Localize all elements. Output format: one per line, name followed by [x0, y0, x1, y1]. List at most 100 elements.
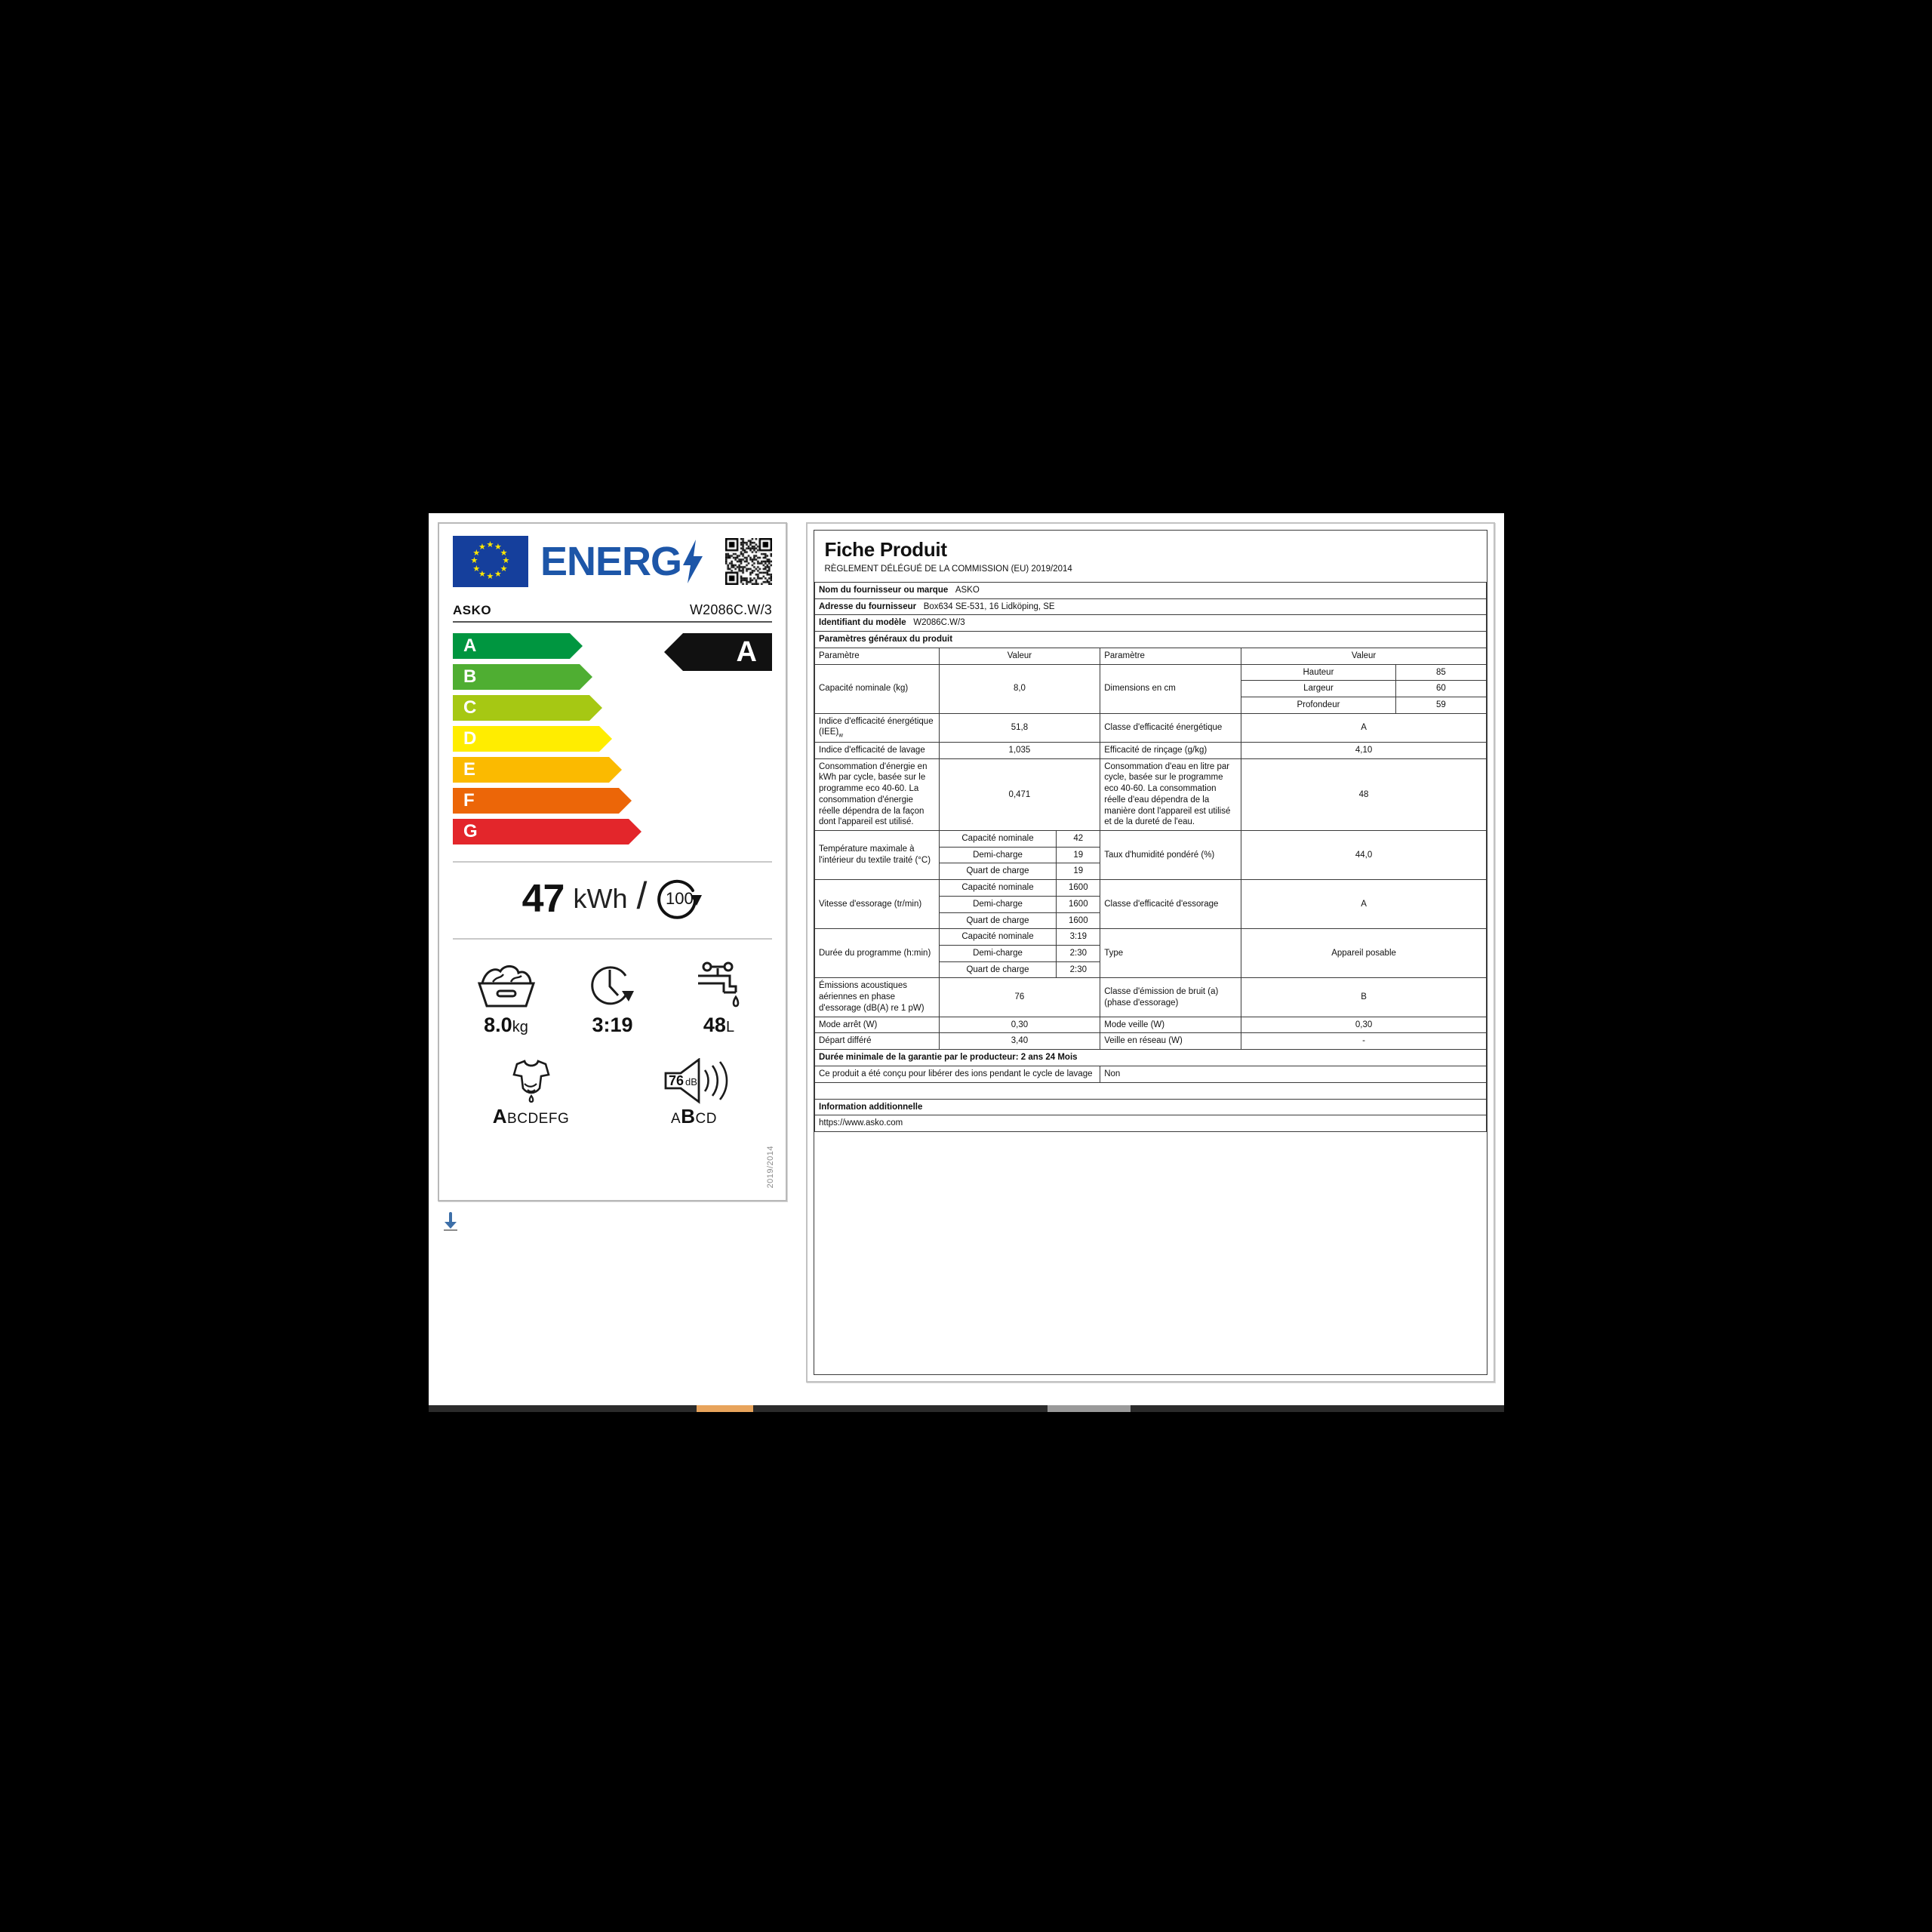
temperature-quarter-row: Quart de charge 19: [815, 863, 1487, 881]
duration-full-value: 3:19: [1056, 928, 1101, 946]
energy-class-label: Classe d'efficacité énergétique: [1100, 712, 1242, 743]
water-pictogram: 48L: [674, 953, 764, 1037]
energy-class-bar-f: F: [453, 788, 632, 814]
brand-model-line: ASKO W2086C.W/3: [453, 602, 772, 623]
supplier-row: Nom du fournisseur ou marque ASKO: [814, 581, 1487, 599]
noise-class-pictogram: 76 dB ABCD: [649, 1049, 740, 1128]
duration-full-row: Durée du programme (h:min) Capacité nomi…: [814, 928, 1487, 979]
noise-label: Émissions acoustiques aériennes en phase…: [814, 977, 940, 1017]
pictogram-row: 8.0kg 3:19: [453, 953, 772, 1037]
eu-star: ★: [494, 542, 502, 552]
empty-cell: [814, 1081, 1487, 1100]
load-half-label: Demi-charge: [938, 846, 1057, 864]
capacity-dimensions-row: Capacité nominale (kg) 8,0 Dimensions en…: [814, 663, 1487, 714]
ions-label: Ce produit a été conçu pour libérer des …: [814, 1065, 1101, 1083]
water-tap-icon: [674, 953, 764, 1009]
qr-code-icon: [725, 538, 772, 585]
speaker-icon: 76 dB: [649, 1049, 740, 1105]
eu-star: ★: [470, 556, 478, 565]
model-identifier: W2086C.W/3: [689, 602, 772, 617]
capacity-unit: kg: [512, 1019, 528, 1035]
address-value: Box634 SE-531, 16 Lidköping, SE: [923, 601, 1055, 611]
warranty-text: Durée minimale de la garantie par le pro…: [814, 1049, 1487, 1066]
delay-start-value: 3,40: [938, 1032, 1101, 1051]
tshirt-drip-icon: [486, 1049, 577, 1105]
spin-full-value: 1600: [1056, 879, 1101, 897]
regulation-subtitle: RÈGLEMENT DÉLÉGUÉ DE LA COMMISSION (EU) …: [824, 565, 1072, 574]
type-value: Appareil posable: [1241, 928, 1487, 979]
off-mode-label: Mode arrêt (W): [814, 1016, 940, 1034]
spin-class-rest: BCDEFG: [507, 1111, 570, 1127]
brand-name: ASKO: [453, 603, 492, 617]
eu-star: ★: [486, 540, 494, 549]
noise-class-label: Classe d'émission de bruit (a) (phase d'…: [1100, 977, 1242, 1017]
download-icon[interactable]: [441, 1212, 460, 1232]
section-general-label: Paramètres généraux du produit: [814, 631, 1487, 648]
spin-class-value: A: [1241, 879, 1487, 930]
type-label: Type: [1100, 928, 1242, 979]
temperature-full-row: Température maximale à l'intérieur du te…: [814, 830, 1487, 881]
energy-class-letter-e: E: [463, 759, 476, 780]
additional-info-label: Information additionnelle: [814, 1098, 1487, 1116]
temperature-quarter-value: 19: [1056, 863, 1101, 881]
class-pictogram-row: ABCDEFG 76 dB: [453, 1049, 772, 1128]
website-url[interactable]: https://www.asko.com: [814, 1115, 1487, 1132]
spin-class-scale: ABCDEFG: [486, 1105, 577, 1128]
noise-row: Émissions acoustiques aériennes en phase…: [814, 977, 1487, 1017]
divider-top: [453, 861, 772, 863]
supplier-value: ASKO: [955, 585, 980, 595]
dimensions-label: Dimensions en cm: [1100, 663, 1242, 714]
load-full-label-spin: Capacité nominale: [938, 879, 1057, 897]
temperature-label: Température maximale à l'intérieur du te…: [814, 830, 940, 881]
wash-index-label: Indice d'efficacité de lavage: [814, 741, 940, 759]
duration-pictogram: 3:19: [568, 953, 658, 1037]
dim-width-value: 60: [1395, 680, 1487, 698]
energy-consumption-value: 0,471: [938, 758, 1101, 832]
spin-class-label: Classe d'efficacité d'essorage: [1100, 879, 1242, 930]
energy-class-letter-d: D: [463, 728, 477, 749]
window-bottom-edge: [429, 1405, 1504, 1412]
supplier-label: Nom du fournisseur ou marque: [819, 585, 949, 595]
dim-height-value: 85: [1395, 663, 1487, 681]
address-row: Adresse du fournisseur Box634 SE-531, 16…: [814, 598, 1487, 616]
noise-db-value: 76: [669, 1073, 684, 1088]
head-value-left: Valeur: [938, 647, 1101, 665]
energy-class-bar-g: G: [453, 819, 641, 844]
wash-index-value: 1,035: [938, 741, 1101, 759]
kwh-value: 47: [521, 877, 565, 921]
model-row: Identifiant du modèle W2086C.W/3: [814, 614, 1487, 632]
duration-value: 3:19: [592, 1014, 633, 1036]
load-quarter-label-dur: Quart de charge: [938, 961, 1057, 979]
load-full-label-dur: Capacité nominale: [938, 928, 1057, 946]
page-title: Fiche Produit: [824, 538, 948, 561]
energy-label-panel: ★ ★ ★ ★ ★ ★ ★ ★ ★ ★ ★ ★ ENERG ASKO W2086C.W/3: [438, 522, 787, 1201]
ions-value: Non: [1100, 1065, 1487, 1083]
humidity-value: 44,0: [1241, 830, 1487, 881]
spin-class-pictogram: ABCDEFG: [486, 1049, 577, 1128]
network-standby-label: Veille en réseau (W): [1100, 1032, 1242, 1051]
temperature-half-value: 19: [1056, 846, 1101, 864]
energy-class-letter-a: A: [463, 635, 477, 656]
divider-bottom: [453, 938, 772, 940]
energy-class-letter-c: C: [463, 697, 477, 718]
bar-arrow-tip: [580, 664, 592, 690]
noise-class-pre: A: [671, 1111, 681, 1127]
bar-arrow-tip: [570, 633, 583, 659]
energy-class-bar-a: A: [453, 633, 583, 659]
rinse-label: Efficacité de rinçage (g/kg): [1100, 741, 1242, 759]
product-fiche-panel: Fiche Produit RÈGLEMENT DÉLÉGUÉ DE LA CO…: [806, 522, 1495, 1383]
eu-star: ★: [478, 542, 486, 552]
regulation-number: 2019/2014: [766, 1145, 775, 1189]
ions-row: Ce produit a été conçu pour libérer des …: [814, 1065, 1487, 1083]
duration-quarter-value: 2:30: [1056, 961, 1101, 979]
standby-value: 0,30: [1241, 1016, 1487, 1034]
model-value: W2086C.W/3: [913, 618, 965, 628]
standby-label: Mode veille (W): [1100, 1016, 1242, 1034]
network-standby-value: -: [1241, 1032, 1487, 1051]
head-param-right: Paramètre: [1100, 647, 1242, 665]
energy-consumption-label: Consommation d'énergie en kWh par cycle,…: [814, 758, 940, 832]
eei-row: Indice d'efficacité énergétique (IEE)w 5…: [814, 712, 1487, 743]
water-value: 48: [703, 1014, 726, 1036]
eu-star: ★: [502, 556, 510, 565]
